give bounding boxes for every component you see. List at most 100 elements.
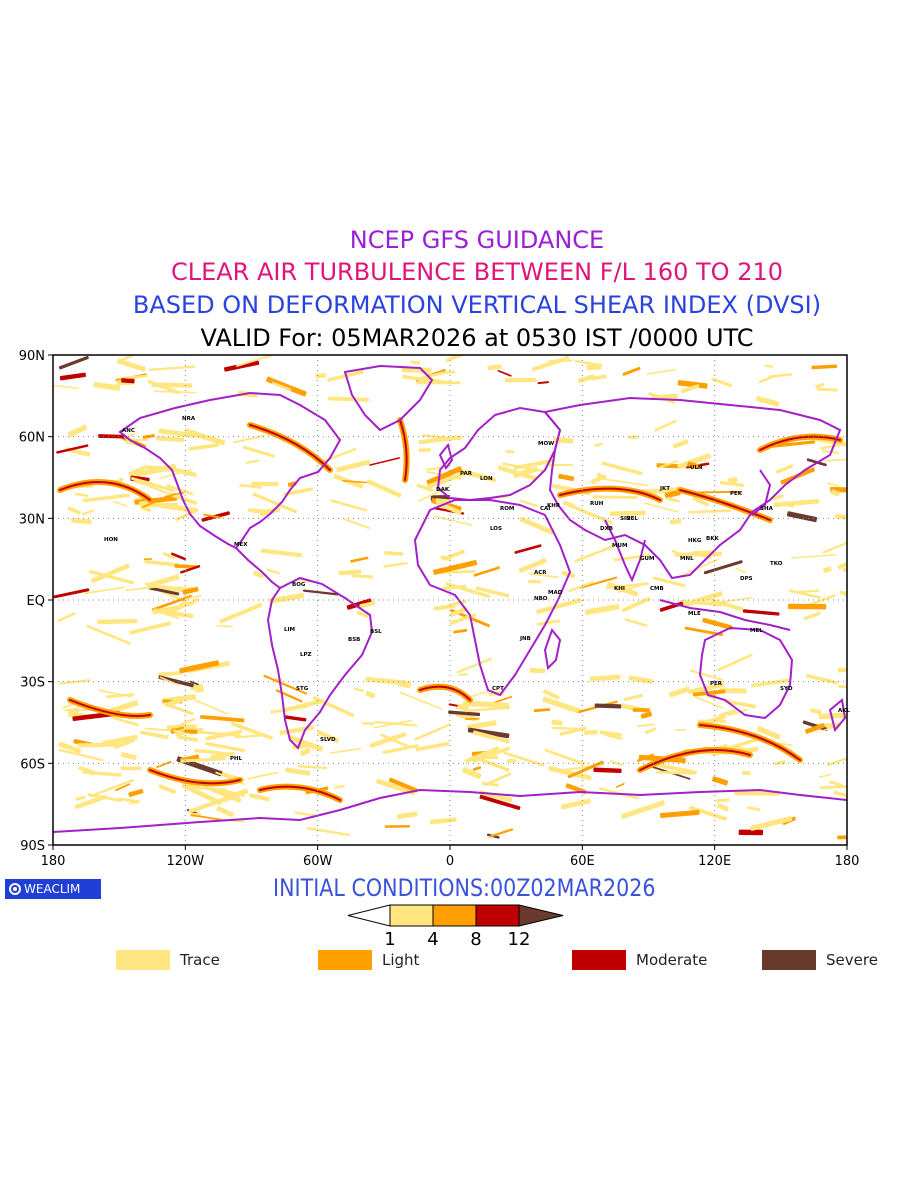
turbulence-patch: [536, 619, 561, 626]
turbulence-patch: [420, 370, 448, 380]
turbulence-patch: [58, 355, 89, 370]
turbulence-patch: [359, 601, 376, 609]
station-labels: ANC NRA HON MEX BOG LIM LPZ STG BSB BSL SLVD PHL DAK…: [104, 416, 851, 762]
turbulence-patch: [180, 565, 201, 574]
station-label: PEK: [730, 491, 743, 497]
station-label: SLVD: [320, 737, 336, 743]
turbulence-patch: [583, 729, 598, 735]
turbulence-patch: [715, 798, 730, 803]
turbulence-patch: [666, 496, 680, 503]
turbulence-patch: [219, 602, 263, 624]
turbulence-patch: [410, 360, 421, 365]
turbulence-patch: [620, 800, 665, 820]
turbulence-patch: [384, 824, 410, 828]
station-label: DXB: [600, 526, 613, 532]
turbulence-patch: [655, 770, 695, 775]
turbulence-patch: [643, 502, 680, 513]
turbulence-patch: [365, 690, 376, 699]
turbulence-patch: [297, 765, 327, 770]
turbulence-patch: [472, 730, 510, 744]
turbulence-patch: [245, 459, 260, 464]
station-label: DEL: [626, 516, 638, 522]
turbulence-patch: [473, 566, 501, 577]
turbulence-patch: [205, 729, 243, 741]
coast-indonesia: [659, 599, 791, 631]
station-label: PAR: [460, 471, 473, 477]
turbulence-patch: [723, 737, 760, 752]
turbulence-patch: [236, 355, 275, 367]
turbulence-patch: [398, 682, 411, 689]
turbulence-patch: [151, 594, 192, 612]
station-label: HON: [104, 537, 118, 543]
turbulence-patch: [350, 556, 369, 563]
y-tick-label: 60S: [20, 757, 45, 772]
turbulence-patch: [115, 783, 131, 791]
station-label: CAI: [540, 506, 550, 512]
turbulence-patch: [148, 365, 196, 371]
turbulence-patch: [67, 424, 88, 438]
turbulence-patch: [491, 695, 513, 704]
jet-streak-core: [149, 769, 241, 785]
station-label: SHA: [760, 506, 774, 512]
turbulence-patch: [445, 355, 465, 363]
turbulence-patch: [414, 723, 452, 741]
turbulence-patch: [462, 767, 482, 779]
turbulence-patch: [682, 590, 723, 608]
station-label: JKT: [659, 486, 670, 492]
turbulence-patch: [750, 815, 793, 831]
turbulence-patch: [221, 788, 249, 803]
colorbar-tick-label: 12: [508, 929, 531, 950]
turbulence-patch: [416, 483, 434, 492]
colorbar-tick-label: 4: [427, 929, 438, 950]
turbulence-patch: [726, 708, 748, 717]
y-tick-label: 30S: [20, 676, 45, 691]
turbulence-patch: [194, 699, 229, 715]
turbulence-patch: [169, 717, 196, 731]
station-label: MLE: [688, 611, 701, 617]
turbulence-patch: [136, 479, 175, 497]
turbulence-patch: [514, 544, 542, 554]
turbulence-patch: [599, 730, 622, 737]
turbulence-patch: [674, 729, 687, 731]
y-axis: 90N 60N 30N EQ 30S 60S 90S: [19, 349, 53, 854]
turbulence-patch: [426, 466, 463, 486]
turbulence-patch: [623, 693, 644, 702]
station-label: DAK: [436, 487, 450, 493]
turbulence-patch: [628, 675, 654, 684]
turbulence-patch: [810, 707, 822, 715]
turbulence-patch: [463, 700, 509, 709]
turbulence-patch: [621, 596, 651, 613]
turbulence-patch: [826, 751, 847, 767]
jet-streak-core: [69, 699, 151, 717]
y-tick-label: 90S: [20, 839, 45, 854]
turbulence-patch: [266, 568, 281, 575]
turbulence-patch: [819, 773, 832, 778]
turbulence-patch: [677, 453, 711, 470]
turbulence-patch: [695, 490, 743, 494]
turbulence-patch: [342, 480, 368, 484]
legend-swatch-severe: [762, 950, 816, 970]
turbulence-patch: [200, 714, 245, 723]
turbulence-patch: [159, 676, 180, 687]
turbulence-patch: [299, 747, 311, 757]
coast-australia: [698, 626, 794, 720]
turbulence-patch: [775, 464, 794, 474]
turbulence-patch: [790, 554, 837, 559]
turbulence-patch: [590, 474, 607, 485]
turbulence-patch: [551, 719, 563, 726]
coast-madagascar: [543, 627, 562, 671]
turbulence-patch: [75, 795, 86, 801]
turbulence-patch: [361, 722, 375, 725]
turbulence-patch: [548, 765, 592, 781]
turbulence-patch: [71, 518, 92, 525]
turbulence-patch: [727, 476, 738, 484]
coast-antarctica: [53, 788, 847, 833]
turbulence-patch: [830, 489, 840, 497]
turbulence-patch: [249, 793, 270, 802]
turbulence-patch: [811, 364, 838, 370]
turbulence-patch: [119, 355, 134, 362]
turbulence-patch: [604, 733, 623, 740]
turbulence-patch: [710, 598, 744, 612]
turbulence-patch: [497, 369, 512, 377]
station-label: SIN: [620, 516, 631, 522]
